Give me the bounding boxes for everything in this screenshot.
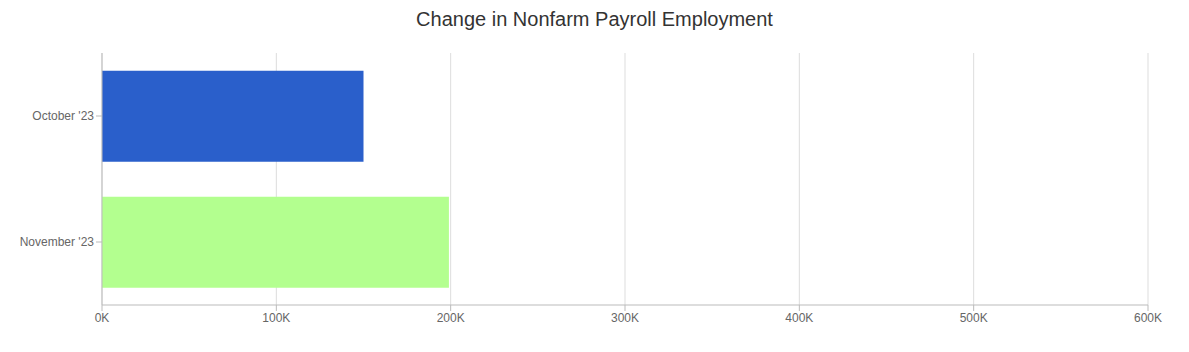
svg-text:100K: 100K bbox=[262, 311, 290, 325]
svg-text:400K: 400K bbox=[785, 311, 813, 325]
svg-text:200K: 200K bbox=[437, 311, 465, 325]
html-text:Change in Nonfarm Payroll Empl: Change in Nonfarm Payroll Employment bbox=[416, 8, 773, 30]
svg-text:0K: 0K bbox=[95, 311, 110, 325]
svg-text:November '23: November '23 bbox=[20, 235, 95, 249]
svg-text:October '23: October '23 bbox=[32, 109, 94, 123]
svg-text:600K: 600K bbox=[1134, 311, 1162, 325]
svg-text:500K: 500K bbox=[960, 311, 988, 325]
svg-text:300K: 300K bbox=[611, 311, 639, 325]
